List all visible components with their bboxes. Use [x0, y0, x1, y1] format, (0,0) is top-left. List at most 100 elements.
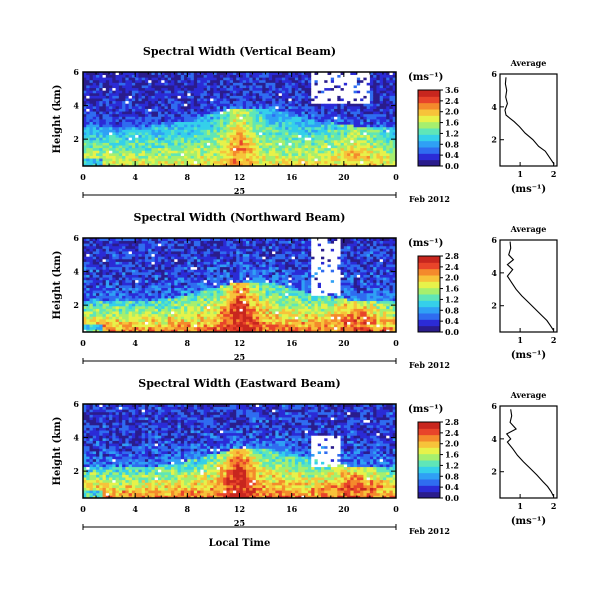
heatmap-cell: [242, 160, 247, 164]
heatmap-cell: [148, 303, 152, 307]
heatmap-cell: [83, 279, 87, 283]
heatmap-cell: [197, 285, 201, 289]
heatmap-cell: [275, 139, 280, 143]
heatmap-cell: [180, 240, 185, 244]
heatmap-cell: [187, 245, 191, 249]
heatmap-cell: [115, 98, 120, 102]
heatmap-cell: [138, 103, 143, 107]
heatmap-cell: [200, 300, 205, 304]
heatmap-cell: [379, 90, 384, 94]
heatmap-cell: [382, 72, 387, 76]
heatmap-cell: [86, 264, 90, 268]
heatmap-cell: [307, 111, 312, 115]
heatmap-cell: [115, 303, 120, 307]
heatmap-cell: [92, 155, 97, 159]
heatmap-cell: [135, 326, 139, 330]
heatmap-cell: [157, 100, 162, 104]
heatmap-cell: [154, 329, 159, 333]
heatmap-cell: [281, 85, 286, 89]
heatmap-cell: [330, 145, 335, 149]
heatmap-cell: [115, 160, 120, 164]
heatmap-cell: [392, 160, 397, 164]
heatmap-cell: [115, 279, 120, 283]
heatmap-cell: [92, 160, 97, 164]
heatmap-cell: [272, 116, 276, 120]
heatmap-cell: [164, 119, 169, 123]
heatmap-cell: [268, 142, 273, 146]
heatmap-cell: [350, 98, 355, 102]
heatmap-cell: [99, 240, 103, 244]
heatmap-cell: [122, 116, 126, 120]
heatmap-cell: [141, 155, 146, 159]
heatmap-cell: [102, 305, 107, 309]
heatmap-cell: [321, 158, 325, 162]
heatmap-cell: [278, 126, 283, 130]
heatmap-cell: [122, 119, 126, 123]
heatmap-cell: [193, 87, 198, 91]
heatmap-cell: [350, 163, 355, 167]
heatmap-cell: [334, 79, 338, 83]
heatmap-cell: [157, 134, 162, 138]
heatmap-cell: [86, 72, 90, 76]
heatmap-cell: [86, 300, 90, 304]
heatmap-cell: [281, 95, 286, 99]
heatmap-cell: [148, 126, 152, 130]
heatmap-cell: [213, 150, 218, 154]
heatmap-cell: [161, 264, 165, 268]
heatmap-cell: [118, 92, 123, 96]
heatmap-cell: [99, 119, 103, 123]
heatmap-cell: [115, 87, 120, 91]
heatmap-cell: [324, 142, 328, 146]
heatmap-cell: [382, 103, 387, 107]
heatmap-cell: [216, 95, 221, 99]
heatmap-cell: [135, 116, 139, 120]
heatmap-cell: [138, 85, 143, 89]
heatmap-cell: [232, 111, 237, 115]
heatmap-cell: [83, 105, 87, 109]
heatmap-cell: [197, 279, 201, 283]
heatmap-cell: [151, 258, 156, 262]
heatmap-cell: [242, 72, 247, 76]
heatmap-cell: [144, 119, 149, 123]
heatmap-cell: [304, 95, 309, 99]
heatmap-cell: [340, 113, 345, 117]
heatmap-cell: [180, 308, 185, 312]
heatmap-cell: [386, 121, 390, 125]
heatmap-cell: [314, 85, 319, 89]
heatmap-cell: [105, 277, 110, 281]
heatmap-cell: [255, 79, 260, 83]
heatmap-cell: [268, 126, 273, 130]
heatmap-cell: [174, 113, 178, 117]
heatmap-cell: [197, 119, 201, 123]
heatmap-cell: [161, 245, 165, 249]
heatmap-cell: [382, 158, 387, 162]
heatmap-cell: [356, 160, 361, 164]
heatmap-cell: [187, 129, 191, 133]
heatmap-cell: [219, 95, 224, 99]
heatmap-cell: [197, 163, 201, 167]
heatmap-cell: [255, 119, 260, 123]
heatmap-cell: [272, 111, 276, 115]
heatmap-cell: [86, 266, 90, 270]
heatmap-cell: [157, 264, 162, 268]
heatmap-cell: [89, 258, 94, 262]
heatmap-cell: [141, 261, 146, 265]
heatmap-cell: [102, 329, 107, 333]
heatmap-cell: [96, 248, 100, 252]
heatmap-cell: [275, 92, 280, 96]
heatmap-cell: [386, 132, 390, 136]
heatmap-cell: [206, 74, 211, 78]
heatmap-cell: [219, 124, 224, 128]
heatmap-cell: [157, 313, 162, 317]
heatmap-cell: [118, 248, 123, 252]
heatmap-cell: [324, 113, 328, 117]
heatmap-cell: [314, 103, 319, 107]
heatmap-cell: [151, 279, 156, 283]
heatmap-cell: [255, 72, 260, 76]
heatmap-cell: [151, 240, 156, 244]
heatmap-cell: [262, 119, 266, 123]
heatmap-cell: [281, 137, 286, 141]
heatmap-cell: [223, 108, 227, 112]
heatmap-cell: [366, 145, 371, 149]
heatmap-cell: [171, 292, 175, 296]
